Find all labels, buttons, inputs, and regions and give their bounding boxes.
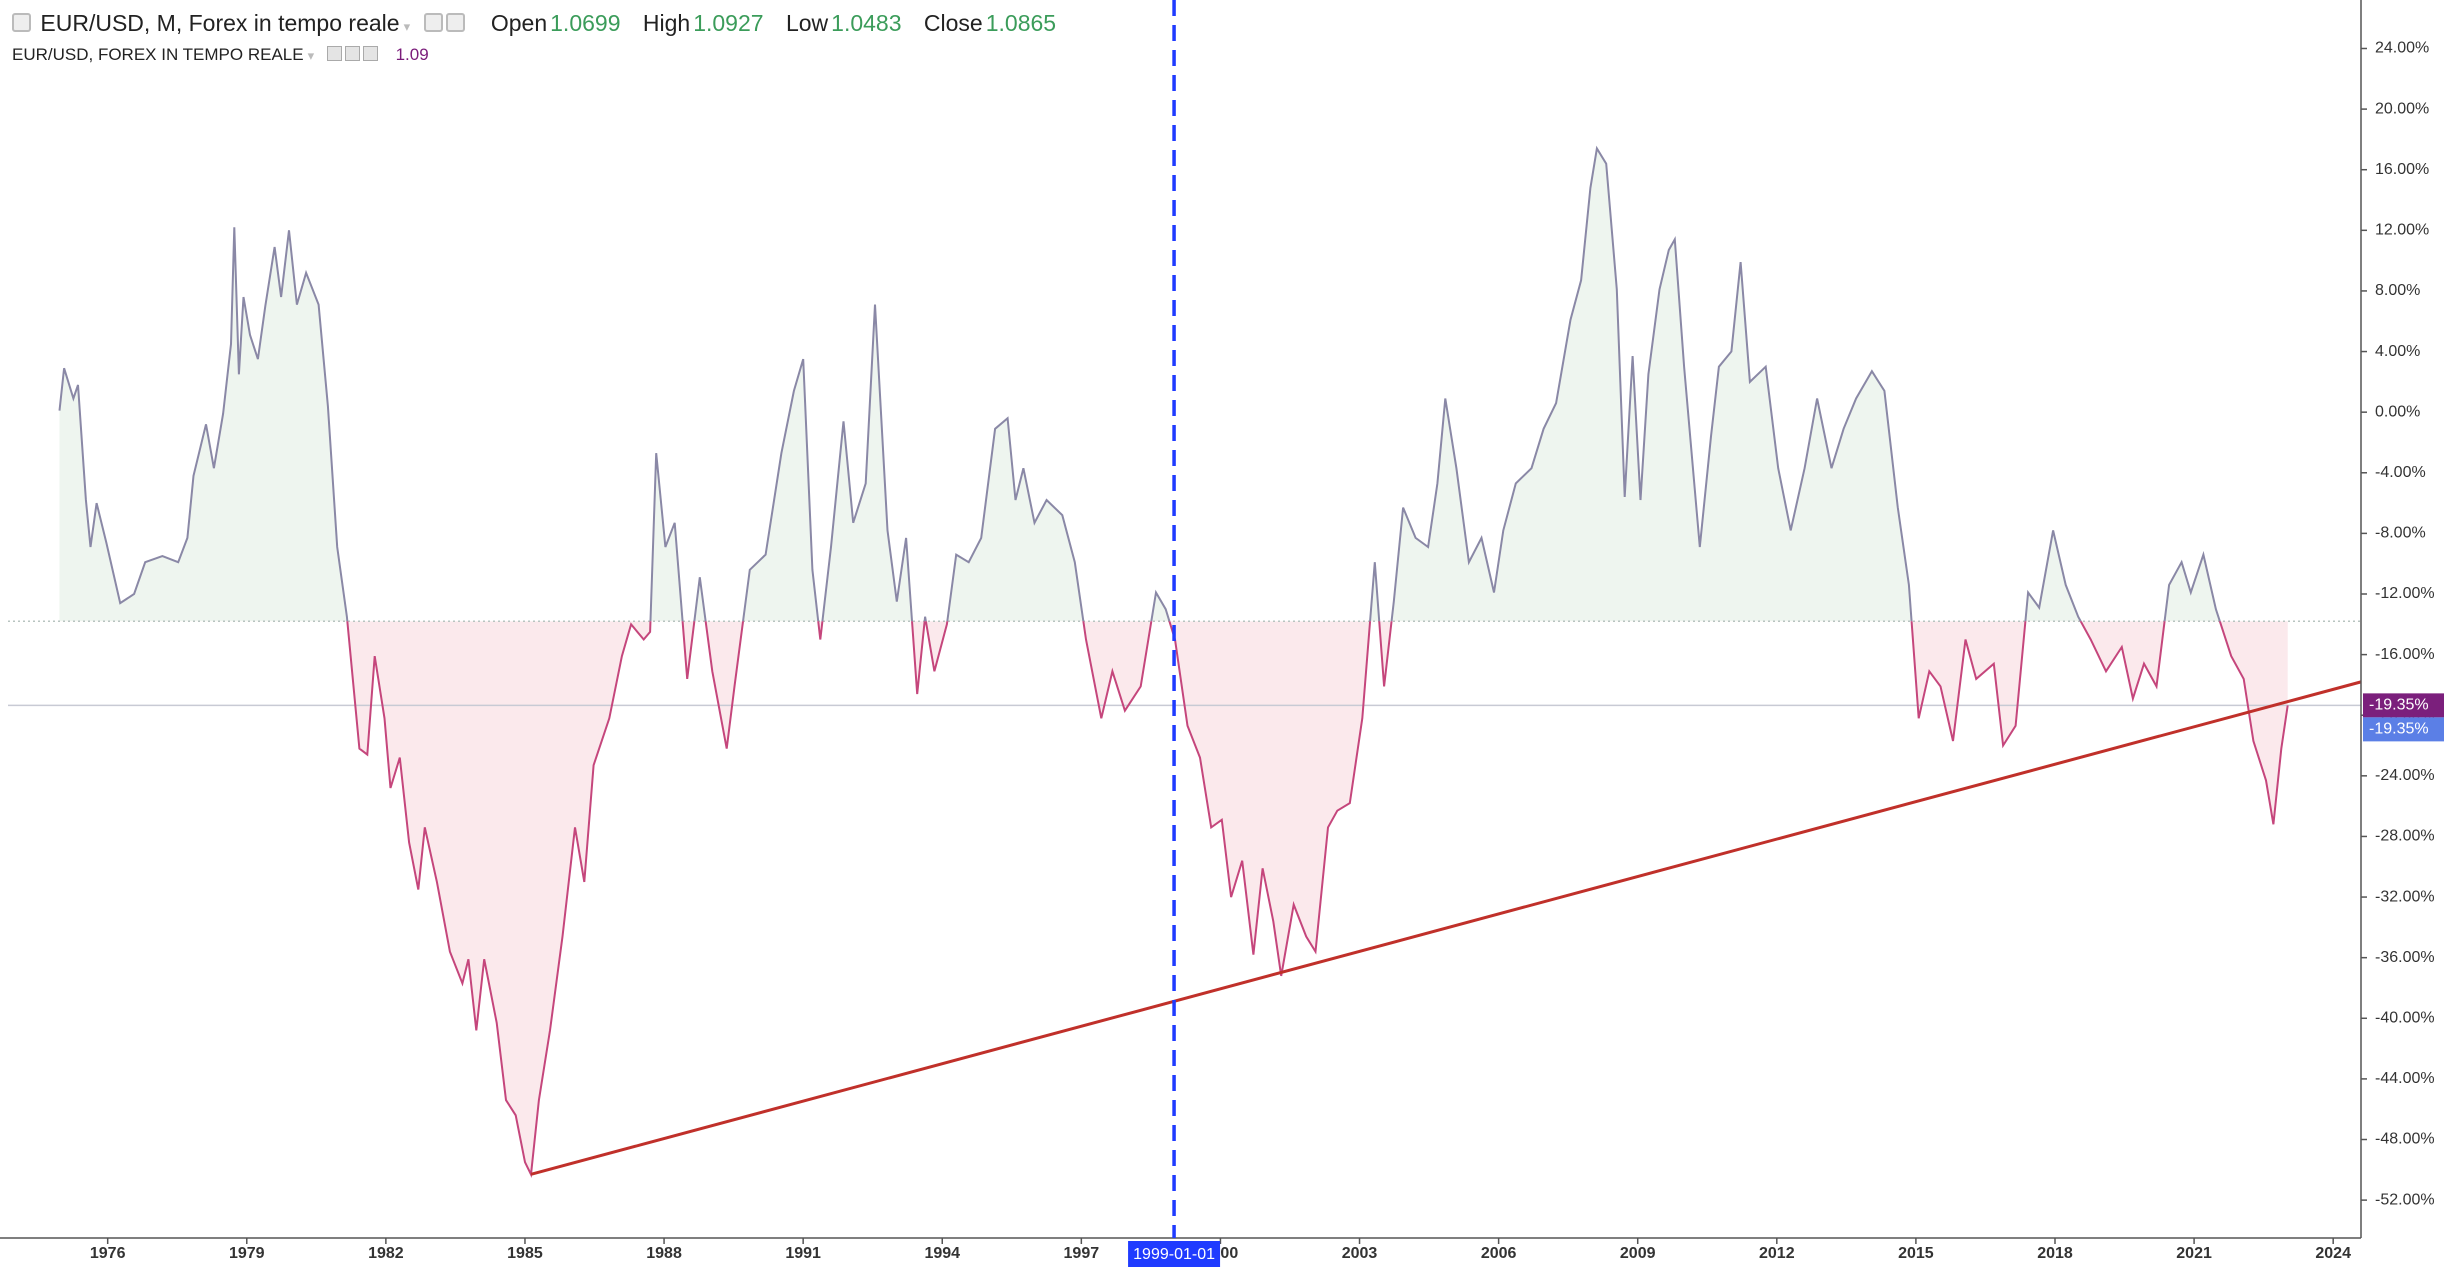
y-tick-label: 8.00% xyxy=(2375,282,2420,299)
x-tick-label: 1985 xyxy=(507,1245,543,1262)
high-value: 1.0927 xyxy=(693,10,764,36)
indicator-value: 1.09 xyxy=(395,45,429,64)
last-value-box-2 xyxy=(2363,717,2444,742)
date-marker-label: 1999-01-01 xyxy=(1133,1246,1215,1263)
y-tick-label: -36.00% xyxy=(2375,949,2435,966)
symbol-title: EUR/USD, M, Forex in tempo reale xyxy=(40,10,400,36)
price-axis-bg xyxy=(2361,0,2448,1288)
caret[interactable]: ▾ xyxy=(307,48,315,63)
close-label: Close xyxy=(923,10,983,36)
legend-main: EUR/USD, M, Forex in tempo reale ▾ Open 1.… xyxy=(12,10,1056,37)
close-icon[interactable] xyxy=(362,46,378,61)
y-tick-label: 0.00% xyxy=(2375,403,2420,420)
date-marker-box xyxy=(1128,1241,1221,1267)
area-above xyxy=(59,148,2220,622)
y-tick-label: 24.00% xyxy=(2375,40,2429,57)
x-tick-label: 2006 xyxy=(1481,1245,1517,1262)
y-tick-label: 12.00% xyxy=(2375,222,2429,239)
y-tick-label: -16.00% xyxy=(2375,646,2435,663)
y-tick-label: -12.00% xyxy=(2375,585,2435,602)
low-label: Low xyxy=(785,10,829,36)
x-tick-label: 1991 xyxy=(785,1245,821,1262)
y-tick-label: -44.00% xyxy=(2375,1070,2435,1087)
x-tick-label: 2024 xyxy=(2315,1245,2351,1262)
caret[interactable]: ▾ xyxy=(403,19,411,34)
x-tick-label: 1979 xyxy=(229,1245,265,1262)
x-tick-label: 2015 xyxy=(1898,1245,1934,1262)
high-label: High xyxy=(642,10,691,36)
y-tick-label: -4.00% xyxy=(2375,464,2426,481)
last-value-label-2: -19.35% xyxy=(2369,721,2429,738)
y-tick-label: -32.00% xyxy=(2375,888,2435,905)
eye-icon[interactable] xyxy=(424,13,444,32)
last-value-box xyxy=(2363,693,2444,718)
eye-icon[interactable] xyxy=(326,46,342,61)
y-tick-label: 16.00% xyxy=(2375,161,2429,178)
series-line-above xyxy=(58,145,2221,622)
x-tick-label: 1976 xyxy=(90,1245,126,1262)
x-tick-label: 1982 xyxy=(368,1245,404,1262)
y-tick-label: -40.00% xyxy=(2375,1010,2435,1027)
y-tick-label: 20.00% xyxy=(2375,100,2429,117)
open-label: Open xyxy=(490,10,548,36)
x-tick-label: 2012 xyxy=(1759,1245,1795,1262)
x-tick-label: 1994 xyxy=(924,1245,960,1262)
open-value: 1.0699 xyxy=(550,10,621,36)
series-line-below xyxy=(346,621,2289,1178)
settings-icon[interactable] xyxy=(344,46,360,61)
y-tick-label: 4.00% xyxy=(2375,343,2420,360)
y-tick-label: -24.00% xyxy=(2375,767,2435,784)
last-value-label: -19.35% xyxy=(2369,697,2429,714)
trend-line xyxy=(530,680,2362,1176)
x-tick-label: 2003 xyxy=(1342,1245,1378,1262)
x-tick-label: 2009 xyxy=(1620,1245,1656,1262)
y-tick-label: -28.00% xyxy=(2375,828,2435,845)
collapse-icon[interactable] xyxy=(12,13,31,32)
x-tick-label: 2018 xyxy=(2037,1245,2073,1262)
close-value: 1.0865 xyxy=(985,10,1057,36)
x-tick-label: 1988 xyxy=(646,1245,682,1262)
y-tick-label: -8.00% xyxy=(2375,525,2426,542)
y-tick-label: -48.00% xyxy=(2375,1131,2435,1148)
settings-icon[interactable] xyxy=(446,13,466,32)
x-tick-label: 2021 xyxy=(2176,1245,2212,1262)
x-tick-label: 1997 xyxy=(1064,1245,1100,1262)
indicator-name: EUR/USD, FOREX IN TEMPO REALE xyxy=(12,45,304,64)
area-below xyxy=(59,621,2288,1175)
y-tick-label: -52.00% xyxy=(2375,1191,2435,1208)
legend-indicator: EUR/USD, FOREX IN TEMPO REALE ▾ 1.09 xyxy=(12,45,429,65)
low-value: 1.0483 xyxy=(831,10,902,36)
